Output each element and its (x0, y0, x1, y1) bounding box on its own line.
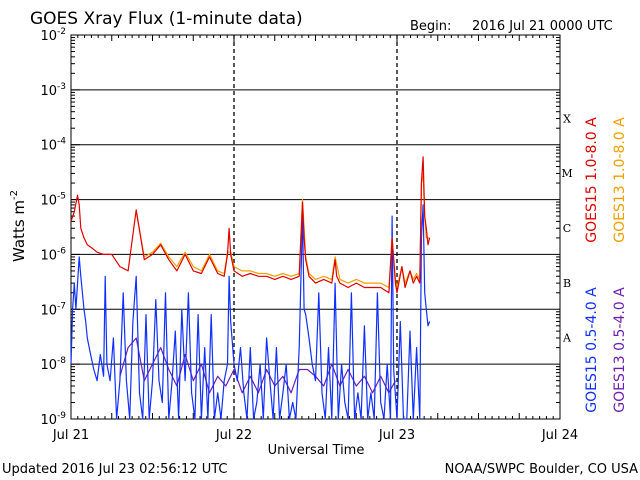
y-tick-base: 10 (40, 194, 57, 209)
y-tick-label: 10-9 (40, 411, 66, 428)
y-tick-exp: -9 (57, 411, 66, 421)
flare-class-label: X (563, 112, 571, 125)
svg-text:Watts m-2: Watts m-2 (9, 190, 28, 262)
y-axis-label-text: Watts m (10, 200, 28, 262)
y-tick-label: 10-6 (40, 246, 66, 263)
x-axis: Jul 21 Jul 22 Jul 23 Jul 24 (52, 35, 578, 443)
begin-label: Begin: (410, 19, 451, 34)
y-axis-label-exp: -2 (9, 190, 20, 200)
y-tick-base: 10 (40, 413, 57, 428)
y-tick-exp: -3 (57, 82, 66, 92)
y-tick-base: 10 (40, 29, 57, 44)
y-tick-exp: -5 (57, 192, 66, 202)
x-tick-label: Jul 21 (52, 428, 89, 443)
y-tick-label: 10-3 (40, 82, 66, 99)
y-tick-base: 10 (40, 303, 57, 318)
series-lines (70, 156, 431, 420)
updated-timestamp: Updated 2016 Jul 23 02:56:12 UTC (2, 462, 227, 477)
series-line (70, 156, 431, 294)
grid-lines (71, 35, 560, 419)
x-tick-label: Jul 24 (541, 428, 578, 443)
legend-entry: GOES15 0.5-4.0 A (584, 287, 600, 413)
x-axis-label: Universal Time (268, 443, 365, 458)
series-line (70, 204, 431, 420)
y-tick-base: 10 (40, 139, 57, 154)
y-axis-label: Watts m-2 (9, 190, 28, 262)
series-line (135, 172, 430, 289)
flare-class-label: M (561, 167, 572, 180)
y-tick-base: 10 (40, 84, 57, 99)
legend-entry: GOES13 1.0-8.0 A (612, 117, 628, 243)
legend-entry: GOES15 1.0-8.0 A (584, 117, 600, 243)
y-tick-label: 10-7 (40, 301, 66, 318)
legend: GOES15 1.0-8.0 A GOES13 1.0-8.0 A GOES15 0… (584, 117, 628, 413)
flare-class-labels: A B C M X (561, 112, 572, 344)
y-tick-label: 10-5 (40, 192, 66, 209)
y-tick-exp: -6 (57, 246, 66, 256)
x-tick-label: Jul 22 (215, 428, 252, 443)
legend-entry: GOES13 0.5-4.0 A (612, 287, 628, 413)
credit-text: NOAA/SWPC Boulder, CO USA (445, 462, 638, 477)
y-tick-exp: -8 (57, 356, 66, 366)
y-tick-base: 10 (40, 248, 57, 263)
flare-class-label: C (563, 222, 571, 235)
y-tick-exp: -4 (57, 137, 66, 147)
y-tick-label: 10-2 (40, 27, 66, 44)
y-axis: 10-910-810-710-610-510-410-310-2 (40, 27, 560, 428)
chart-title: GOES Xray Flux (1-minute data) (30, 9, 303, 29)
y-tick-label: 10-4 (40, 137, 66, 154)
y-tick-base: 10 (40, 358, 57, 373)
flare-class-label: A (562, 332, 572, 345)
flare-class-label: B (563, 277, 571, 290)
x-tick-label: Jul 23 (378, 428, 415, 443)
y-tick-label: 10-8 (40, 356, 66, 373)
y-tick-exp: -2 (57, 27, 66, 37)
begin-value: 2016 Jul 21 0000 UTC (472, 19, 613, 34)
series-line (119, 337, 396, 394)
y-tick-exp: -7 (57, 301, 66, 311)
